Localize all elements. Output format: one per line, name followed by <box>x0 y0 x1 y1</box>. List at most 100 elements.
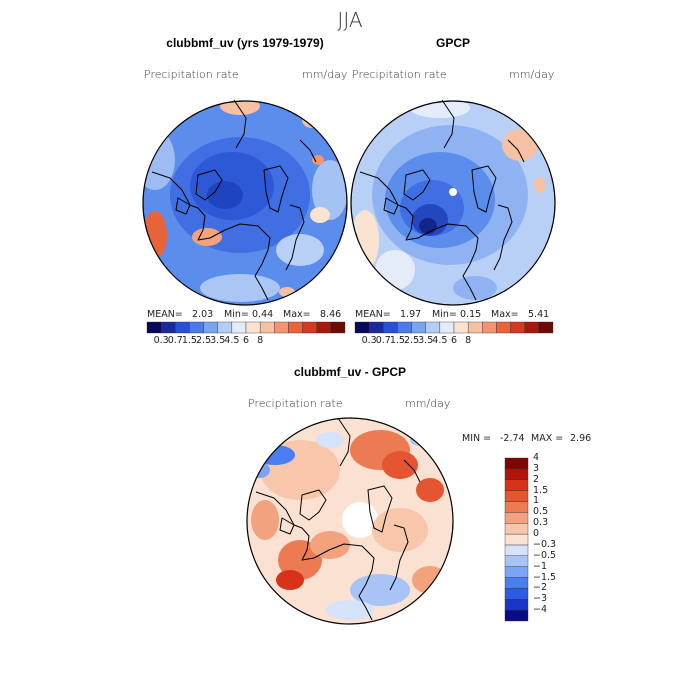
colorbar-swatch <box>504 566 529 578</box>
colorbar-tick-label: 1 <box>533 495 540 507</box>
variable-label-model: Precipitation rate <box>144 68 239 81</box>
colorbar-swatch <box>302 321 317 334</box>
colorbar-tick-label: 2.5 <box>196 335 212 346</box>
colorbar-swatch <box>504 599 529 611</box>
colorbar-tick-label: 2 <box>533 473 540 485</box>
colorbar-swatch <box>524 321 540 334</box>
panel-title-difference: clubbmf_uv - GPCP <box>293 365 406 379</box>
units-label-model: mm/day <box>302 68 348 81</box>
min-value: 0.44 <box>252 309 274 320</box>
colorbar-tick-label: 0.7 <box>167 335 183 346</box>
colorbar-tick-label: 2.5 <box>404 335 420 346</box>
max-label: MAX = <box>531 433 564 444</box>
colorbar-swatch <box>496 321 511 334</box>
colorbar-gpcp <box>354 321 554 334</box>
colorbar-swatch <box>316 321 332 334</box>
colorbar-swatch <box>245 321 261 334</box>
map-difference <box>246 417 454 625</box>
min-label: Min= <box>224 309 249 320</box>
max-value: 2.96 <box>570 433 592 444</box>
mean-value: 2.03 <box>192 309 214 320</box>
colorbar-tick-label: 3.5 <box>418 335 434 346</box>
colorbar-tick-label: 3 <box>533 462 540 474</box>
panel-title-model: clubbmf_uv (yrs 1979-1979) <box>166 36 324 50</box>
colorbar-swatch <box>368 321 384 334</box>
colorbar-swatch <box>411 321 426 334</box>
colorbar-swatch <box>504 533 529 546</box>
colorbar-tick-label: 0.3 <box>153 335 169 346</box>
colorbar-tick-label: 0.5 <box>533 506 549 518</box>
colorbar-tick-label: 4.5 <box>432 335 448 346</box>
colorbar-swatch <box>146 321 162 334</box>
colorbar-swatch <box>504 555 529 567</box>
colorbar-swatch <box>231 321 247 334</box>
colorbar-tick-label: 4.5 <box>224 335 240 346</box>
colorbar-swatch <box>383 321 398 334</box>
colorbar-tick-label: 6 <box>242 335 250 346</box>
colorbar-tick-label: 6 <box>450 335 458 346</box>
colorbar-tick-label: 0.3 <box>533 517 549 529</box>
variable-label-gpcp: Precipitation rate <box>352 68 447 81</box>
colorbar-tick-label: 0.3 <box>361 335 377 346</box>
colorbar-tick-label: 1.5 <box>533 484 549 496</box>
colorbar-swatch <box>504 523 529 535</box>
colorbar-tick-label: 0 <box>533 528 540 540</box>
colorbar-swatch <box>330 321 346 334</box>
colorbar-swatch <box>510 321 525 334</box>
mean-value: 1.97 <box>400 309 422 320</box>
colorbar-swatch <box>439 321 455 334</box>
min-value: -2.74 <box>500 433 525 444</box>
colorbar-swatch <box>274 321 289 334</box>
colorbar-swatch <box>259 321 275 334</box>
colorbar-tick-label: 0.7 <box>375 335 391 346</box>
colorbar-tick-label: 1.5 <box>389 335 405 346</box>
colorbar-difference <box>504 457 529 622</box>
colorbar-swatch <box>504 609 529 622</box>
colorbar-tick-label: −1 <box>533 560 548 572</box>
colorbar-swatch <box>467 321 483 334</box>
mean-label: MEAN= <box>147 309 183 320</box>
colorbar-tick-label: −2 <box>533 582 548 594</box>
colorbar-swatch <box>482 321 497 334</box>
max-value: 8.46 <box>320 309 342 320</box>
max-label: Max= <box>283 309 311 320</box>
panel-title-gpcp: GPCP <box>435 36 470 50</box>
colorbar-tick-label: 3.5 <box>210 335 226 346</box>
colorbar-swatch <box>504 588 529 600</box>
colorbar-tick-label: −3 <box>533 593 548 605</box>
colorbar-swatch <box>504 490 529 502</box>
colorbar-tick-label: 4 <box>533 452 540 463</box>
mean-label: MEAN= <box>355 309 391 320</box>
colorbar-swatch <box>504 479 529 491</box>
max-label: Max= <box>491 309 519 320</box>
max-value: 5.41 <box>528 309 550 320</box>
colorbar-tick-label: −0.3 <box>533 538 557 550</box>
colorbar-swatch <box>504 468 529 480</box>
variable-label-difference: Precipitation rate <box>248 397 343 410</box>
map-gpcp <box>350 99 556 306</box>
map-model <box>142 99 348 306</box>
colorbar-swatch <box>189 321 204 334</box>
colorbar-tick-label: −4 <box>533 604 548 616</box>
colorbar-swatch <box>397 321 412 334</box>
colorbar-swatch <box>217 321 233 334</box>
colorbar-swatch <box>504 512 529 524</box>
colorbar-swatch <box>425 321 441 334</box>
min-label: Min= <box>432 309 457 320</box>
colorbar-tick-label: 1.5 <box>181 335 197 346</box>
colorbar-swatch <box>160 321 176 334</box>
colorbar-tick-label: 8 <box>465 335 472 346</box>
colorbar-swatch <box>175 321 190 334</box>
units-label-gpcp: mm/day <box>509 68 555 81</box>
colorbar-swatch <box>504 457 529 470</box>
min-value: 0.15 <box>460 309 482 320</box>
colorbar-swatch <box>288 321 303 334</box>
colorbar-swatch <box>504 577 529 589</box>
colorbar-swatch <box>453 321 469 334</box>
colorbar-tick-label: 8 <box>257 335 264 346</box>
colorbar-swatch <box>504 501 529 513</box>
colorbar-swatch <box>354 321 370 334</box>
season-title: JJA <box>337 8 363 32</box>
